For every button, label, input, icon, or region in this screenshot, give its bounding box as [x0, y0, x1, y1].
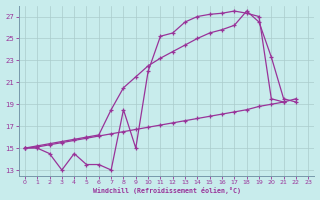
X-axis label: Windchill (Refroidissement éolien,°C): Windchill (Refroidissement éolien,°C) — [92, 187, 241, 194]
